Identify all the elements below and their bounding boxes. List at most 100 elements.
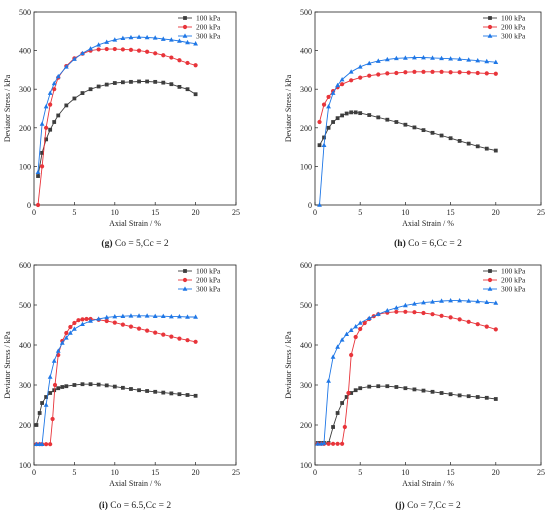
x-tick-label: 10	[401, 208, 409, 217]
data-point	[153, 79, 158, 84]
data-point	[493, 300, 499, 305]
data-point	[72, 326, 77, 331]
data-point	[161, 390, 166, 395]
data-point	[344, 331, 350, 336]
data-point	[439, 55, 444, 61]
y-tick-label: 100	[19, 461, 31, 470]
data-point	[493, 71, 498, 76]
data-point	[169, 334, 174, 339]
data-point	[145, 389, 150, 393]
data-point	[160, 36, 166, 41]
data-point	[96, 382, 101, 387]
x-tick-label: 20	[492, 468, 500, 477]
series-300-kpa	[315, 298, 499, 446]
chart-panel-j: 0 5 10 15 20 25 100 200 300 400 500 600 Axial Strain…	[284, 261, 545, 511]
series-100-kpa	[36, 79, 198, 178]
data-point	[112, 384, 117, 389]
y-tick-label: 300	[300, 85, 312, 94]
data-point	[358, 111, 363, 116]
data-point	[55, 73, 61, 79]
y-tick-label: 500	[300, 301, 312, 310]
data-point	[430, 312, 435, 317]
data-point	[330, 441, 336, 446]
data-point	[177, 336, 182, 341]
data-point	[326, 125, 331, 130]
data-point	[129, 387, 133, 391]
data-point	[412, 387, 417, 392]
y-axis-title: Deviator Stress / kPa	[284, 331, 293, 399]
data-point	[136, 326, 142, 331]
data-point	[34, 423, 39, 427]
data-point	[421, 128, 426, 133]
data-point	[136, 313, 142, 318]
data-point	[185, 39, 190, 45]
data-point	[315, 441, 321, 446]
data-point	[430, 130, 435, 135]
data-point	[475, 298, 481, 304]
data-point	[403, 309, 408, 314]
data-point	[493, 59, 499, 64]
data-point	[376, 384, 381, 389]
legend-marker	[183, 16, 187, 20]
data-point	[421, 310, 426, 316]
data-point	[48, 102, 53, 107]
data-point	[47, 374, 53, 379]
data-point	[177, 314, 182, 319]
data-point	[145, 79, 150, 84]
x-tick-label: 20	[492, 208, 500, 217]
data-point	[37, 411, 42, 415]
data-point	[104, 46, 109, 52]
data-point	[64, 384, 69, 389]
data-point	[403, 302, 408, 308]
data-point	[185, 393, 190, 397]
data-point	[317, 202, 322, 207]
y-tick-label: 400	[300, 47, 312, 56]
data-point	[193, 314, 198, 319]
data-point	[448, 56, 453, 61]
data-point	[403, 122, 408, 127]
panel-caption-label: (h)	[394, 238, 408, 249]
y-tick-label: 100	[19, 162, 31, 171]
y-tick-label: 400	[19, 341, 31, 350]
data-point	[153, 51, 158, 56]
data-point	[421, 300, 426, 305]
data-point	[152, 313, 158, 318]
data-point	[112, 320, 117, 325]
data-point	[112, 81, 117, 85]
data-point	[152, 35, 158, 40]
series-line	[317, 311, 496, 445]
data-point	[362, 320, 367, 326]
x-tick-label: 20	[192, 468, 200, 477]
data-point	[104, 39, 110, 44]
data-point	[72, 96, 77, 101]
data-point	[475, 144, 480, 149]
data-point	[385, 384, 390, 389]
data-point	[493, 397, 498, 401]
data-point	[67, 330, 73, 335]
x-tick-label: 15	[447, 208, 455, 217]
panel-caption-label: (g)	[101, 238, 114, 249]
data-point	[344, 111, 349, 116]
data-point	[484, 324, 489, 329]
data-point	[80, 317, 85, 322]
data-point	[384, 308, 390, 313]
data-point	[326, 441, 331, 446]
data-point	[35, 202, 41, 208]
legend-label: 100 kPa	[501, 14, 526, 23]
data-point	[421, 69, 426, 74]
data-point	[493, 327, 498, 332]
x-tick-label: 0	[32, 468, 36, 477]
legend-label: 200 kPa	[501, 276, 526, 285]
data-point	[439, 391, 444, 395]
y-tick-label: 500	[19, 8, 31, 17]
data-point	[177, 58, 182, 63]
data-point	[193, 41, 198, 46]
data-point	[367, 113, 372, 117]
data-point	[466, 319, 471, 324]
legend-label: 200 kPa	[501, 23, 526, 32]
data-point	[51, 358, 57, 363]
legend-marker	[488, 16, 492, 20]
data-point	[96, 316, 102, 321]
